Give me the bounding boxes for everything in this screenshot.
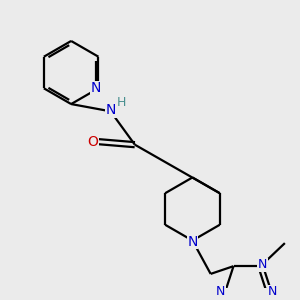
Text: O: O xyxy=(87,135,98,149)
Text: N: N xyxy=(268,285,277,298)
Text: H: H xyxy=(117,96,126,109)
Text: N: N xyxy=(187,235,198,249)
Text: N: N xyxy=(258,259,267,272)
Text: N: N xyxy=(90,81,100,95)
Text: N: N xyxy=(216,285,225,298)
Text: N: N xyxy=(106,103,116,117)
